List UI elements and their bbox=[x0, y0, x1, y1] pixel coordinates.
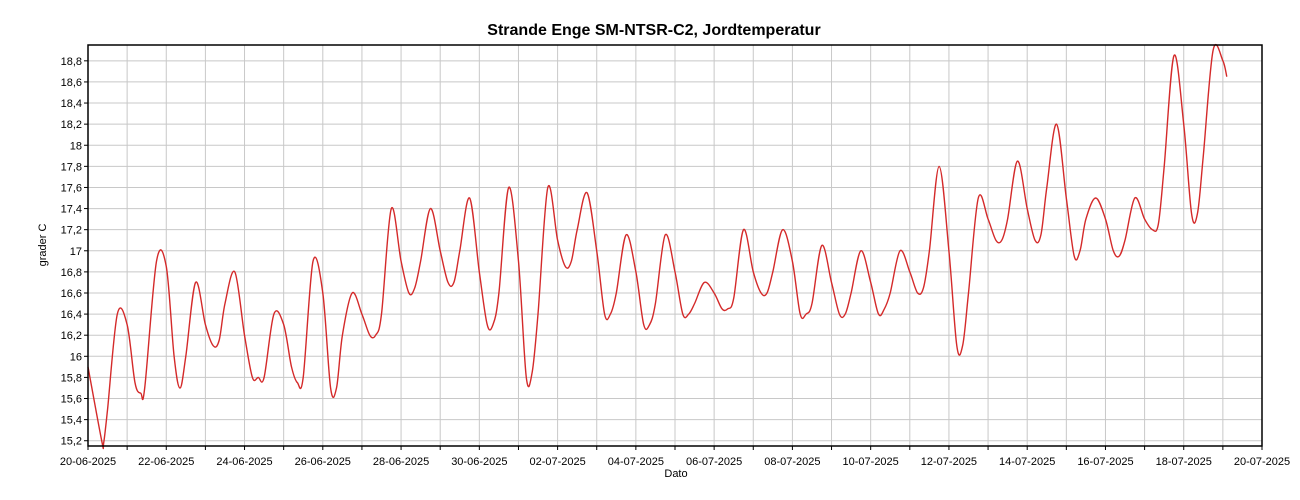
y-tick-label: 17,8 bbox=[61, 161, 82, 173]
chart-title: Strande Enge SM-NTSR-C2, Jordtemperatur bbox=[487, 22, 820, 39]
y-tick-label: 17,2 bbox=[61, 225, 82, 237]
y-tick-label: 15,4 bbox=[61, 415, 82, 427]
x-tick-label: 14-07-2025 bbox=[999, 456, 1055, 468]
x-tick-label: 06-07-2025 bbox=[686, 456, 742, 468]
y-tick-label: 16,4 bbox=[61, 309, 82, 321]
y-tick-label: 17 bbox=[70, 246, 82, 258]
x-tick-label: 02-07-2025 bbox=[529, 456, 585, 468]
y-tick-label: 15,6 bbox=[61, 394, 82, 406]
y-tick-label: 18,4 bbox=[61, 98, 82, 110]
x-tick-label: 20-07-2025 bbox=[1234, 456, 1290, 468]
x-tick-label: 08-07-2025 bbox=[764, 456, 820, 468]
series-layer bbox=[87, 43, 1228, 450]
x-axis-ticks: 20-06-2025 22-06-2025 24-06-2025 26-06-2025… bbox=[60, 446, 1290, 468]
y-axis-label: grader C bbox=[37, 224, 49, 267]
x-tick-label: 16-07-2025 bbox=[1077, 456, 1133, 468]
y-tick-label: 17,4 bbox=[61, 204, 82, 216]
y-tick-label: 16,8 bbox=[61, 267, 82, 279]
grid-lines bbox=[87, 45, 1263, 446]
x-tick-label: 12-07-2025 bbox=[921, 456, 977, 468]
x-tick-label: 18-07-2025 bbox=[1156, 456, 1212, 468]
x-tick-label: 26-06-2025 bbox=[295, 456, 351, 468]
x-tick-label: 24-06-2025 bbox=[216, 456, 272, 468]
y-axis-ticks: 15,2 15,4 15,6 15,8 16 16,2 16,4 16,6 16,8 17 17,2… bbox=[61, 56, 88, 448]
y-tick-label: 18,8 bbox=[61, 56, 82, 68]
y-tick-label: 18 bbox=[70, 140, 82, 152]
y-tick-label: 18,2 bbox=[61, 119, 82, 131]
y-tick-label: 18,6 bbox=[61, 77, 82, 89]
x-tick-label: 04-07-2025 bbox=[608, 456, 664, 468]
x-axis-label: Dato bbox=[664, 468, 687, 480]
y-tick-label: 15,8 bbox=[61, 372, 82, 384]
x-tick-label: 10-07-2025 bbox=[843, 456, 899, 468]
y-tick-label: 16,2 bbox=[61, 330, 82, 342]
y-tick-label: 16 bbox=[70, 351, 82, 363]
x-tick-label: 20-06-2025 bbox=[60, 456, 116, 468]
temperature-series-line bbox=[87, 43, 1228, 450]
y-tick-label: 15,2 bbox=[61, 436, 82, 448]
x-tick-label: 22-06-2025 bbox=[138, 456, 194, 468]
x-tick-label: 30-06-2025 bbox=[451, 456, 507, 468]
x-tick-label: 28-06-2025 bbox=[373, 456, 429, 468]
y-tick-label: 16,6 bbox=[61, 288, 82, 300]
y-tick-label: 17,6 bbox=[61, 182, 82, 194]
